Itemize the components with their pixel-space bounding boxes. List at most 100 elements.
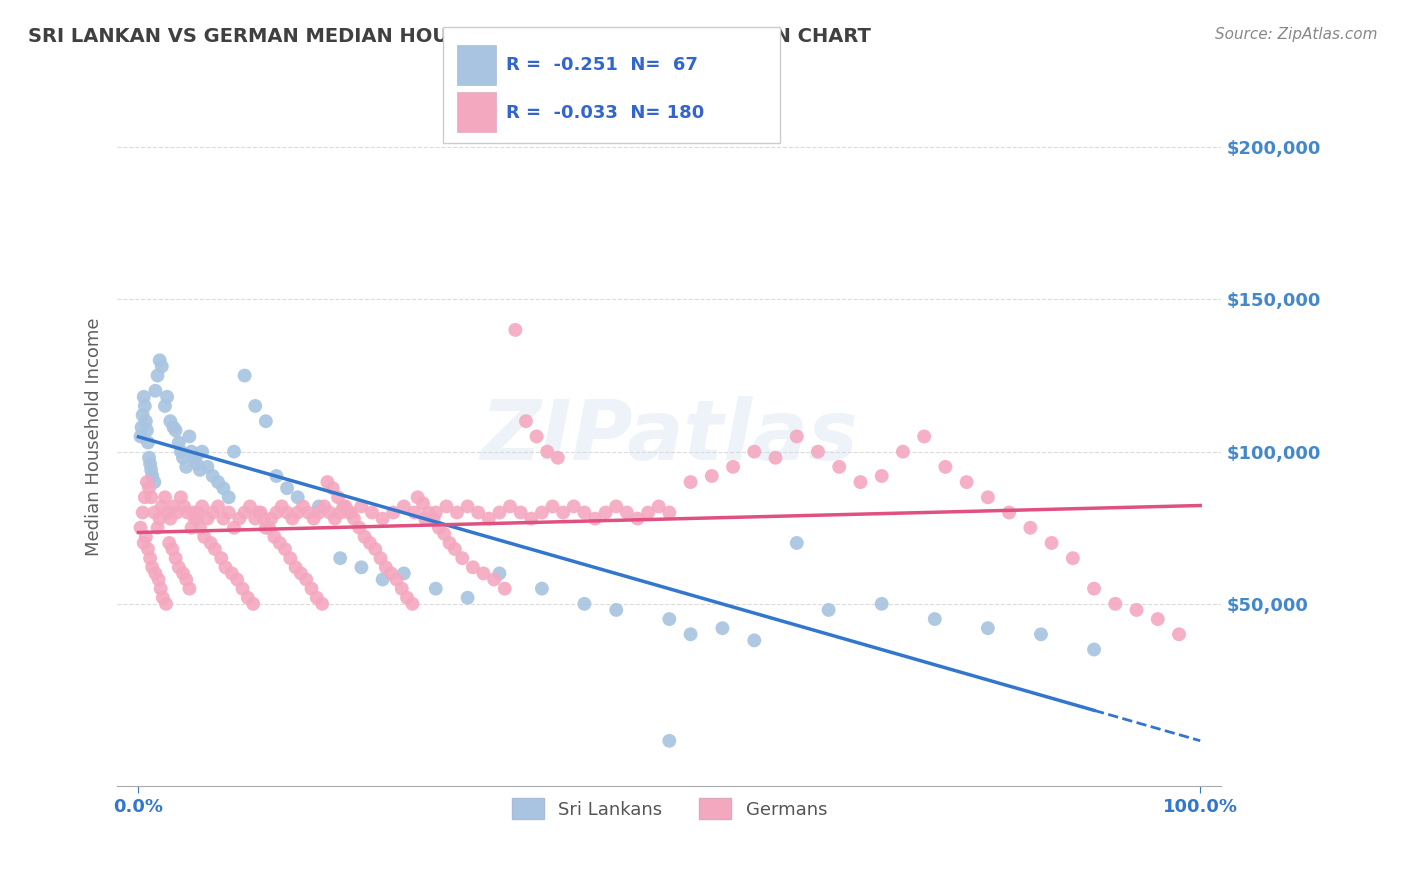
Point <box>131 420 153 434</box>
Point <box>392 566 415 581</box>
Point <box>605 500 627 514</box>
Point <box>434 500 457 514</box>
Point <box>553 506 575 520</box>
Point <box>711 621 734 635</box>
Point <box>547 450 569 465</box>
Point <box>188 463 211 477</box>
Point <box>1083 582 1105 596</box>
Point <box>136 542 159 557</box>
Point <box>193 530 215 544</box>
Point <box>647 500 669 514</box>
Point <box>742 633 765 648</box>
Point <box>536 444 558 458</box>
Point <box>138 481 160 495</box>
Point <box>828 459 851 474</box>
Point <box>212 481 235 495</box>
Point <box>451 551 474 566</box>
Point <box>870 597 893 611</box>
Point <box>179 582 201 596</box>
Point <box>218 506 240 520</box>
Point <box>149 353 172 368</box>
Point <box>186 511 208 525</box>
Point <box>131 506 153 520</box>
Point <box>494 582 516 596</box>
Point <box>302 511 325 525</box>
Point <box>183 511 205 525</box>
Point <box>188 521 211 535</box>
Point <box>132 536 155 550</box>
Point <box>290 566 312 581</box>
Point <box>446 506 468 520</box>
Point <box>207 500 229 514</box>
Point <box>329 551 352 566</box>
Point <box>287 506 309 520</box>
Point <box>359 536 381 550</box>
Point <box>156 390 179 404</box>
Point <box>218 491 240 505</box>
Point <box>153 491 176 505</box>
Point <box>626 511 648 525</box>
Point <box>284 560 307 574</box>
Point <box>249 506 271 520</box>
Point <box>139 457 162 471</box>
Y-axis label: Median Household Income: Median Household Income <box>86 318 103 556</box>
Point <box>332 500 354 514</box>
Point <box>870 469 893 483</box>
Point <box>135 423 157 437</box>
Point <box>605 603 627 617</box>
Point <box>956 475 979 489</box>
Point <box>396 591 419 605</box>
Point <box>339 506 361 520</box>
Point <box>146 521 169 535</box>
Point <box>287 491 309 505</box>
Point <box>488 566 510 581</box>
Point <box>422 511 444 525</box>
Point <box>509 506 531 520</box>
Point <box>278 551 301 566</box>
Point <box>266 506 288 520</box>
Point <box>186 457 208 471</box>
Point <box>924 612 946 626</box>
Point <box>297 506 319 520</box>
Point <box>380 566 402 581</box>
Point <box>391 582 413 596</box>
Point <box>977 621 1000 635</box>
Point <box>247 506 270 520</box>
Point <box>977 491 1000 505</box>
Point <box>260 511 283 525</box>
Point <box>353 530 375 544</box>
Point <box>574 597 596 611</box>
Point <box>180 521 202 535</box>
Point <box>427 521 450 535</box>
Point <box>145 566 167 581</box>
Point <box>170 491 193 505</box>
Point <box>382 506 405 520</box>
Point <box>392 500 415 514</box>
Point <box>1168 627 1191 641</box>
Point <box>228 511 250 525</box>
Point <box>172 566 194 581</box>
Point <box>242 597 264 611</box>
Point <box>595 506 617 520</box>
Text: ZIPatlas: ZIPatlas <box>481 396 858 477</box>
Point <box>412 496 434 510</box>
Point <box>174 459 197 474</box>
Point <box>998 506 1021 520</box>
Point <box>149 582 172 596</box>
Point <box>254 521 277 535</box>
Point <box>253 511 276 525</box>
Point <box>515 414 537 428</box>
Point <box>418 506 440 520</box>
Point <box>616 506 638 520</box>
Point <box>505 323 527 337</box>
Point <box>374 560 396 574</box>
Point <box>148 573 170 587</box>
Point <box>179 429 201 443</box>
Point <box>1125 603 1147 617</box>
Point <box>263 530 285 544</box>
Point <box>314 500 336 514</box>
Point <box>131 408 153 422</box>
Point <box>323 511 346 525</box>
Point <box>482 573 505 587</box>
Point <box>209 551 232 566</box>
